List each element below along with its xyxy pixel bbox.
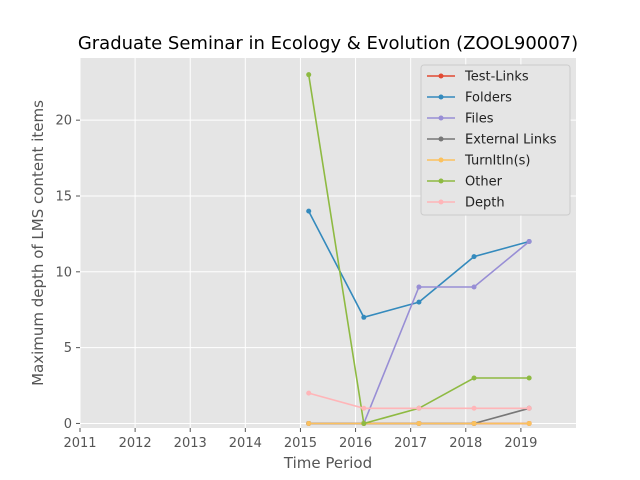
legend: Test-Links Folders Files External Links Turn…: [420, 64, 571, 216]
data-point: [416, 299, 422, 305]
data-point: [416, 284, 422, 290]
data-point: [471, 420, 477, 426]
series-turnitin-s: [306, 420, 532, 426]
x-axis: 2011 2012 2013 2014 2015 2016 2017 2018 2019: [63, 428, 537, 451]
x-tick-label: 2017: [394, 436, 427, 451]
data-point: [526, 420, 532, 426]
x-tick-label: 2013: [174, 436, 207, 451]
legend-marker: [438, 199, 444, 205]
x-tick-label: 2016: [339, 436, 372, 451]
legend-box: [420, 64, 571, 216]
legend-marker: [438, 178, 444, 184]
x-tick-label: 2018: [449, 436, 482, 451]
x-tick-label: 2011: [63, 436, 96, 451]
chart-title: Graduate Seminar in Ecology & Evolution …: [78, 33, 578, 54]
x-axis-label: Time Period: [283, 454, 372, 472]
data-point: [416, 420, 422, 426]
y-tick-label: 20: [55, 114, 72, 129]
data-point: [471, 375, 477, 381]
legend-label: TurnItIn(s): [464, 154, 530, 169]
series-lines: [306, 72, 532, 426]
legend-marker: [438, 136, 444, 142]
x-tick-label: 2015: [284, 436, 317, 451]
legend-marker: [438, 94, 444, 100]
y-tick-label: 5: [64, 341, 72, 356]
data-point: [471, 405, 477, 411]
data-point: [526, 405, 532, 411]
legend-label: External Links: [465, 133, 557, 148]
data-point: [526, 375, 532, 381]
data-point: [416, 405, 422, 411]
legend-item-depth: Depth: [427, 196, 505, 211]
data-point: [471, 284, 477, 290]
legend-marker: [438, 157, 444, 163]
data-point: [306, 420, 312, 426]
data-point: [306, 208, 312, 214]
legend-item-external-links: External Links: [427, 133, 557, 148]
legend-label: Files: [465, 112, 494, 127]
data-point: [471, 254, 477, 260]
legend-item-other: Other: [427, 175, 503, 190]
x-tick-label: 2014: [229, 436, 262, 451]
legend-item-files: Files: [427, 112, 494, 127]
data-point: [361, 405, 367, 411]
legend-label: Test-Links: [464, 70, 529, 85]
series-folders: [306, 208, 532, 320]
y-axis-label: Maximum depth of LMS content items: [29, 100, 47, 386]
y-tick-label: 0: [64, 417, 72, 432]
legend-item-test-links: Test-Links: [427, 70, 529, 85]
y-tick-label: 10: [55, 265, 72, 280]
legend-item-turnitin-s: TurnItIn(s): [427, 154, 530, 169]
legend-item-folders: Folders: [427, 91, 512, 106]
data-point: [361, 420, 367, 426]
data-point: [306, 72, 312, 78]
legend-label: Depth: [465, 196, 505, 211]
data-point: [306, 390, 312, 396]
y-axis: 0 5 10 15 20: [55, 114, 80, 432]
x-tick-label: 2019: [504, 436, 537, 451]
legend-label: Folders: [465, 91, 512, 106]
legend-label: Other: [465, 175, 503, 190]
legend-marker: [438, 115, 444, 121]
x-tick-label: 2012: [119, 436, 152, 451]
data-point: [526, 238, 532, 244]
y-tick-label: 15: [55, 189, 72, 204]
legend-marker: [438, 73, 444, 79]
data-point: [361, 314, 367, 320]
series-depth: [306, 390, 532, 411]
